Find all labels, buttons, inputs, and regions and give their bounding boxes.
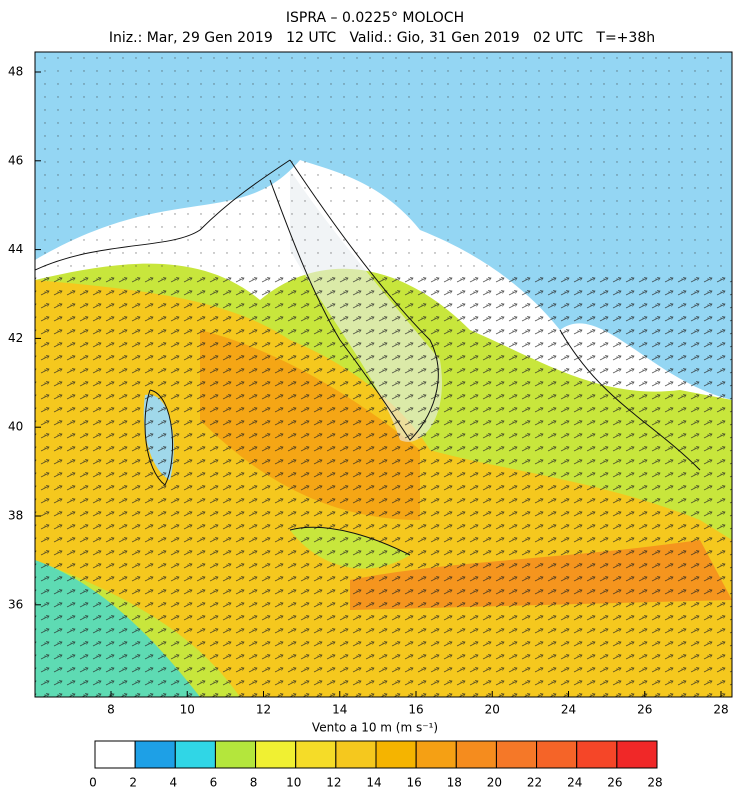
colorbar-box (94, 740, 136, 769)
colorbar-tick-label: 18 (447, 776, 462, 790)
colorbar-tick-label: 0 (89, 776, 97, 790)
colorbar-box (536, 740, 578, 769)
y-tick-label: 36 (8, 597, 23, 611)
colorbar-tick-label: 24 (567, 776, 582, 790)
y-tick-label: 40 (8, 420, 23, 434)
colorbar-box (255, 740, 297, 769)
colorbar-tick-label: 2 (129, 776, 137, 790)
y-tick-label: 38 (8, 509, 23, 523)
y-tick-label: 44 (8, 242, 23, 256)
x-tick-label: 12 (256, 703, 271, 717)
x-tick-label: 8 (107, 703, 115, 717)
x-tick-label: 10 (180, 703, 195, 717)
colorbar-box (375, 740, 417, 769)
x-tick-label: 24 (561, 703, 576, 717)
colorbar-tick-label: 22 (527, 776, 542, 790)
colorbar-tick-label: 8 (250, 776, 258, 790)
colorbar-tick-label: 4 (169, 776, 177, 790)
x-tick-label: 26 (637, 703, 652, 717)
colorbar-tick-label: 28 (647, 776, 662, 790)
colorbar-box (616, 740, 658, 769)
colorbar-tick-label: 6 (210, 776, 218, 790)
colorbar-box (174, 740, 216, 769)
wind-field (35, 52, 732, 697)
colorbar-tick-label: 12 (326, 776, 341, 790)
x-tick-label: 14 (332, 703, 347, 717)
colorbar-tick-label: 16 (407, 776, 422, 790)
y-tick-label: 42 (8, 331, 23, 345)
title: ISPRA – 0.0225° MOLOCH (286, 10, 464, 26)
colorbar-tick-label: 26 (607, 776, 622, 790)
map-frame (34, 51, 733, 698)
subtitle: Iniz.: Mar, 29 Gen 2019 12 UTC Valid.: G… (109, 30, 655, 46)
x-tick-label: 20 (485, 703, 500, 717)
colorbar-box (295, 740, 337, 769)
colorbar-box (214, 740, 257, 769)
colorbar-box (576, 740, 618, 769)
colorbar-label: Vento a 10 m (m s⁻¹) (312, 721, 438, 735)
colorbar-box (134, 740, 176, 769)
y-tick-label: 46 (8, 153, 23, 167)
colorbar-tick-label: 14 (366, 776, 381, 790)
colorbar-tick-label: 20 (487, 776, 502, 790)
colorbar-box (495, 740, 538, 769)
x-tick-label: 16 (408, 703, 423, 717)
colorbar-tick-label: 10 (286, 776, 301, 790)
colorbar-box (415, 740, 457, 769)
colorbar-box (455, 740, 497, 769)
y-tick-label: 48 (8, 65, 23, 79)
x-tick-label: 28 (713, 703, 728, 717)
colorbar-box (335, 740, 377, 769)
